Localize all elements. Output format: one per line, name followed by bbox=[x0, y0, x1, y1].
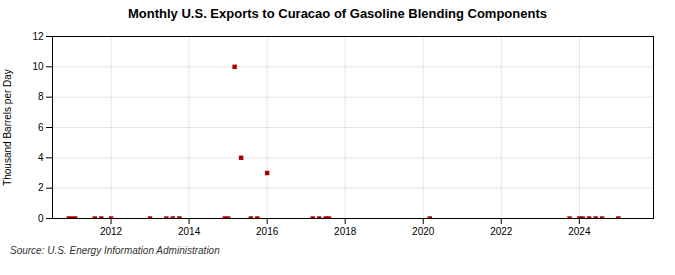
svg-text:8: 8 bbox=[38, 91, 44, 102]
svg-text:6: 6 bbox=[38, 122, 44, 133]
svg-text:10: 10 bbox=[32, 61, 44, 72]
html-text:Monthly U.S. Exports to Curaca: Monthly U.S. Exports to Curacao of Gasol… bbox=[128, 6, 547, 21]
svg-text:4: 4 bbox=[38, 152, 44, 163]
svg-text:2014: 2014 bbox=[178, 226, 201, 237]
svg-text:0: 0 bbox=[38, 213, 44, 224]
html-text:Source: U.S. Energy Informatio: Source: U.S. Energy Information Administ… bbox=[10, 245, 220, 256]
svg-text:2022: 2022 bbox=[490, 226, 513, 237]
svg-text:2012: 2012 bbox=[100, 226, 123, 237]
svg-text:2016: 2016 bbox=[256, 226, 279, 237]
svg-text:2024: 2024 bbox=[568, 226, 591, 237]
svg-text:2018: 2018 bbox=[334, 226, 357, 237]
svg-text:2: 2 bbox=[38, 182, 44, 193]
svg-text:2020: 2020 bbox=[412, 226, 435, 237]
svg-text:Thousand Barrels per Day: Thousand Barrels per Day bbox=[2, 69, 13, 186]
svg-text:12: 12 bbox=[32, 31, 44, 42]
